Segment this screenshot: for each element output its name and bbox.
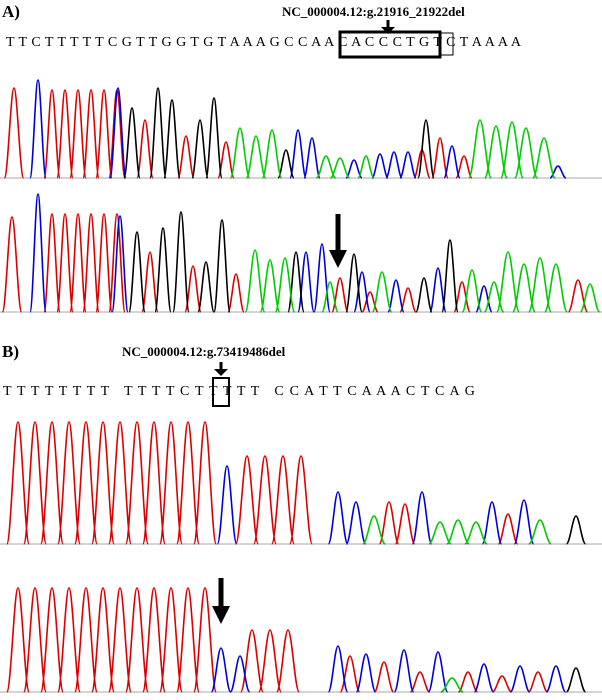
panel-b-ref-a-trace — [362, 515, 552, 545]
panel-a-seq-boxed: A A C A C C C — [311, 35, 403, 50]
panel-b-label: B) — [2, 342, 19, 361]
panel-b-seq-after: C T T T T T C C A T T C A A A C T C A G — [180, 384, 477, 399]
panel-a-trace-reference — [0, 79, 602, 179]
panel-b-pat-a-trace — [440, 677, 464, 693]
panel-b-trace-patient — [0, 587, 602, 693]
panel-a-seq-before: T T C T T T T T C G T T G G T G T A A A … — [6, 35, 308, 50]
panel-a-ref-c-trace — [29, 79, 567, 179]
panel-a-seq-after: T G T C T A A A A — [406, 35, 522, 50]
panel-a-label: A) — [2, 2, 20, 21]
panel-b-ref-c-trace — [216, 465, 535, 545]
panel-b-trace-reference — [0, 421, 602, 545]
panel-b-ref-t-trace — [6, 421, 519, 545]
panel-a-arrow-down-icon — [329, 214, 347, 268]
panel-a-pat-c-trace — [29, 193, 493, 313]
panel-a-ref-a-trace — [229, 119, 556, 179]
panel-a-small-box — [439, 32, 454, 56]
panel-b-seq-before: T T T T T T T T T T T — [3, 384, 162, 399]
panel-b-deletion-box — [212, 377, 230, 407]
panel-b-annotation — [212, 362, 230, 624]
panel-b-pat-g-trace — [565, 667, 587, 693]
panel-a-sequence: T T C T T T T T C G T T G G T G T A A A … — [6, 35, 522, 51]
panel-a-trace-patient — [0, 193, 602, 313]
panel-a-pat-g-trace — [128, 211, 459, 313]
panel-b-pat-t-trace — [6, 587, 549, 693]
panel-b-mutation-label: NC_000004.12:g.73419486del — [122, 344, 286, 359]
panel-b-sequence: T T T T T T T T T T T T C T T T T T C C … — [3, 384, 476, 400]
panel-a-pat-t-trace — [1, 213, 589, 313]
panel-a-mutation-label: NC_000004.12:g.21916_21922del — [282, 4, 465, 19]
panel-b-arrow-icon — [214, 362, 228, 376]
panel-b-arrow-down-icon — [212, 578, 230, 624]
panel-a-annotation — [329, 20, 454, 268]
panel-b-ref-g-trace — [565, 515, 587, 545]
panel-b: B) NC_000004.12:g.73419486del T T T T T … — [0, 340, 602, 700]
panel-a-ref-g-trace — [123, 87, 435, 179]
panel-b-pat-c-trace — [210, 645, 567, 693]
panel-b-seq-boxed: T — [165, 384, 176, 399]
panel-a: A) NC_000004.12:g.21916_21922del T T C T… — [0, 0, 602, 340]
panel-a-pat-a-trace — [244, 249, 601, 313]
